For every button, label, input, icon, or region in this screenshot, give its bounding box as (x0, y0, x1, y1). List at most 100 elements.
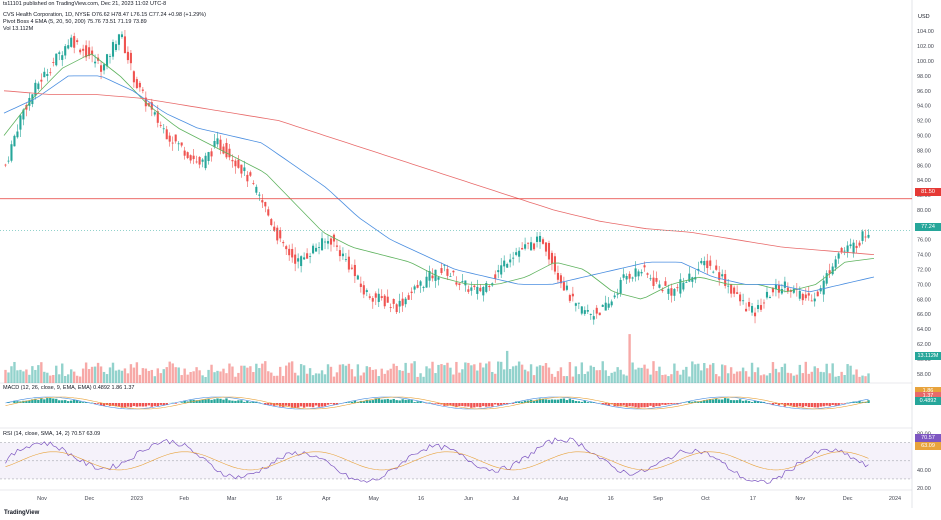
macd-histogram-bar (553, 399, 557, 403)
macd-histogram-bar (744, 400, 748, 403)
candle-body (607, 303, 610, 308)
macd-histogram-bar (326, 403, 330, 405)
volume-bar (40, 362, 43, 383)
macd-histogram-bar (240, 400, 243, 403)
volume-bar (34, 369, 37, 383)
time-tick-label: 16 (608, 496, 614, 502)
volume-bar (700, 370, 703, 383)
volume-bar (317, 373, 321, 383)
candle-body (246, 174, 249, 182)
volume-bar (81, 368, 85, 383)
volume-bar (706, 368, 709, 383)
candle-body (359, 283, 362, 287)
macd-histogram-bar (455, 403, 458, 408)
volume-bar (703, 363, 706, 383)
candle-body (479, 287, 482, 292)
candle-body (279, 230, 282, 239)
volume-bar (416, 376, 419, 383)
candle-body (94, 61, 97, 64)
candle-body (700, 260, 703, 264)
candle-body (326, 241, 330, 244)
macd-histogram-bar (249, 402, 252, 403)
volume-bar (834, 376, 837, 383)
candle-body (861, 231, 864, 241)
candle-body (341, 253, 344, 257)
candle-body (255, 186, 258, 193)
macd-histogram-bar (61, 400, 64, 403)
volume-bar (431, 361, 434, 383)
volume-bar (583, 373, 587, 383)
volume-bar (455, 361, 458, 383)
macd-histogram-bar (565, 400, 569, 403)
volume-bar (813, 366, 816, 383)
candle-body (264, 202, 267, 207)
macd-histogram-bar (840, 403, 843, 404)
candle-body (249, 172, 252, 176)
volume-bar (732, 373, 736, 383)
volume-bar (786, 372, 790, 383)
volume-bar (293, 372, 297, 383)
candle-body (117, 34, 121, 45)
volume-bar (249, 366, 252, 383)
price-tick-label: 94.00 (917, 104, 931, 110)
volume-bar (556, 371, 560, 383)
macd-histogram-bar (855, 402, 858, 403)
macd-histogram-bar (670, 403, 673, 405)
macd-histogram-bar (607, 403, 610, 406)
volume-bar (347, 363, 351, 383)
candle-body (670, 288, 673, 296)
volume-bar (138, 374, 142, 383)
macd-histogram-bar (589, 402, 592, 403)
candle-body (165, 129, 168, 140)
price-tick-label: 76.00 (917, 238, 931, 244)
candle-body (467, 289, 470, 292)
volume-bar (380, 368, 383, 383)
volume-bar (855, 369, 858, 383)
macd-histogram-bar (111, 403, 115, 406)
macd-histogram-bar (709, 398, 712, 403)
volume-bar (765, 375, 769, 383)
macd-histogram-bar (712, 399, 715, 403)
macd-histogram-bar (720, 399, 724, 403)
volume-bar (99, 366, 103, 383)
price-tick-label: 102.00 (917, 44, 934, 50)
macd-histogram-bar (228, 400, 231, 403)
volume-bar (652, 361, 655, 383)
candle-body (524, 244, 527, 249)
candle-body (156, 111, 159, 123)
macd-histogram-bar (365, 399, 369, 403)
candle-body (745, 308, 748, 312)
candle-body (294, 254, 297, 264)
candle-body (189, 155, 192, 161)
macd-histogram-bar (706, 399, 709, 403)
candle-body (171, 142, 174, 144)
macd-histogram-bar (180, 402, 183, 403)
macd-histogram-bar (132, 403, 136, 407)
volume-bar (117, 369, 121, 383)
candle-body (443, 264, 446, 266)
volume-badge: 13.112M (915, 352, 941, 360)
volume-bar (825, 363, 828, 383)
volume-bar (846, 364, 849, 383)
volume-bar (165, 367, 168, 383)
macd-histogram-bar (437, 403, 440, 405)
macd-histogram-bar (302, 403, 306, 408)
candle-body (380, 296, 383, 298)
volume-bar (550, 373, 554, 383)
macd-histogram-bar (532, 400, 536, 403)
volume-bar (461, 369, 464, 383)
candle-body (473, 285, 476, 288)
candle-body (320, 238, 324, 251)
volume-bar (422, 376, 425, 383)
macd-histogram-bar (494, 403, 497, 405)
volume-bar (565, 376, 569, 383)
candle-body (834, 259, 837, 268)
price-tick-label: 70.00 (917, 282, 931, 288)
volume-bar (52, 374, 55, 383)
macd-histogram-bar (311, 403, 315, 408)
candle-body (753, 312, 757, 317)
candle-body (243, 167, 246, 172)
volume-bar (186, 374, 189, 383)
candle-body (273, 226, 276, 231)
